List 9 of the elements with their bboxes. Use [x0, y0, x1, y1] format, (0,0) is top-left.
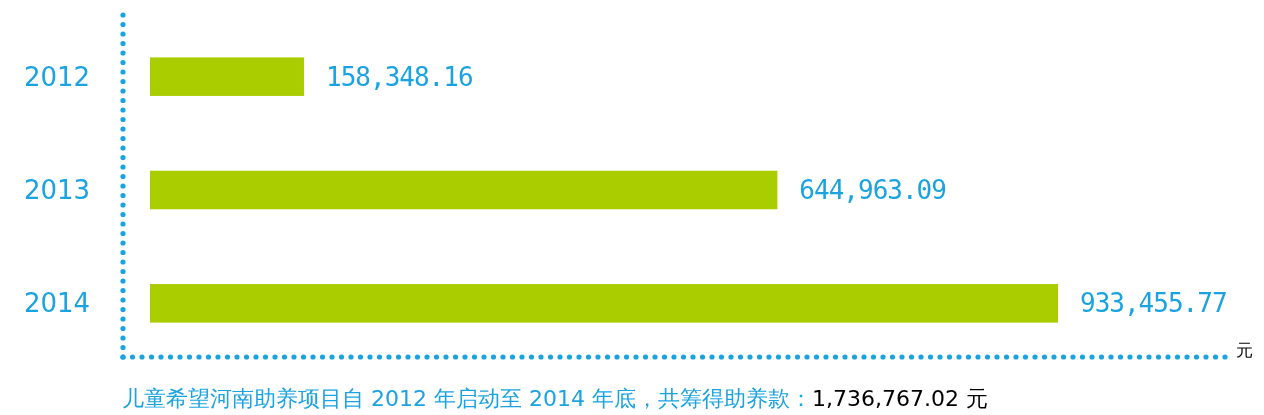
y-tick-label: 2014	[23, 288, 91, 319]
data-label: 933,455.77	[1080, 288, 1227, 319]
y-tick-label: 2013	[23, 175, 91, 206]
text: 1,736,767.02 元	[811, 386, 988, 411]
text: 儿童希望河南助养项目自 2012 年启动至 2014 年底，共筹得助养款：	[122, 386, 812, 411]
data-label: 644,963.09	[799, 175, 946, 206]
y-tick-label: 2012	[23, 61, 91, 92]
data-label: 158,348.16	[326, 61, 473, 92]
text: 元	[1235, 340, 1253, 360]
